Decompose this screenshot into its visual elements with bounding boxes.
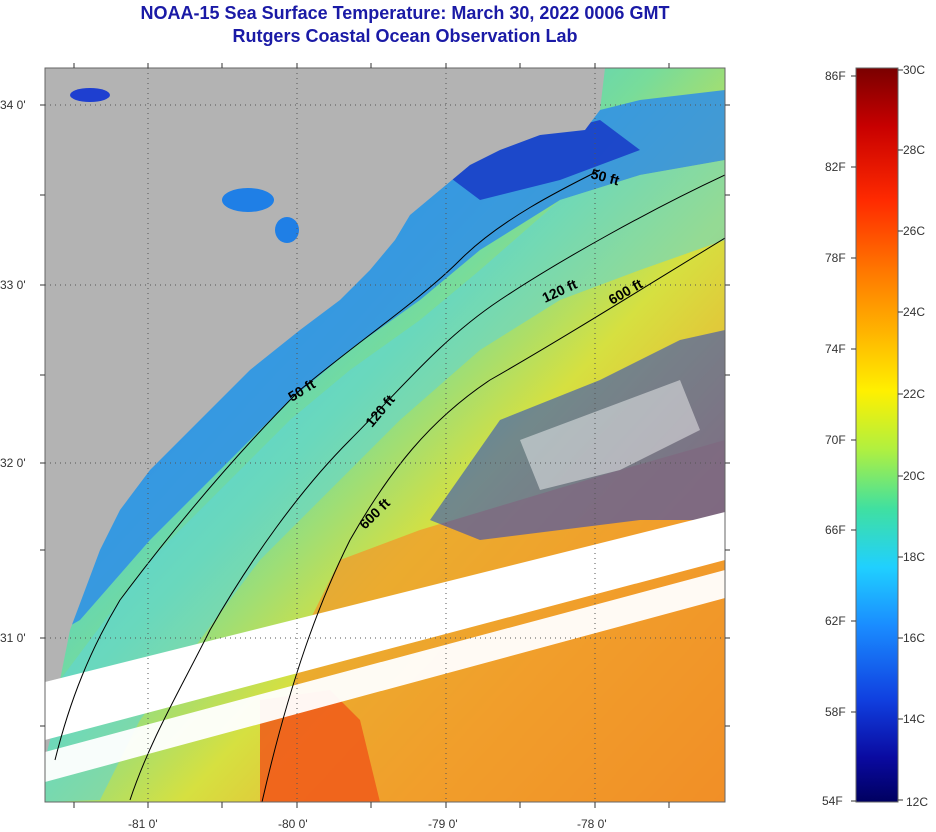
colorbar-fahrenheit-label: 70F <box>825 433 846 447</box>
coldest-bay-water <box>440 120 640 200</box>
latitude-tick-label: 31 0' <box>0 631 26 645</box>
lake <box>222 188 274 212</box>
isobath-50ft <box>54 169 601 761</box>
colorbar-ticks <box>851 69 903 802</box>
swath-gap-band <box>45 512 725 740</box>
cloud-contaminated-region <box>430 330 725 540</box>
colorbar-celsius-label: 14C <box>903 712 925 726</box>
colorbar-fahrenheit-label: 62F <box>825 614 846 628</box>
colorbar-celsius-label: 30C <box>903 63 925 77</box>
map-title: NOAA-15 Sea Surface Temperature: March 3… <box>140 3 670 23</box>
isobath-600ft <box>261 237 725 802</box>
lake <box>275 217 299 243</box>
longitude-tick-label: -78 0' <box>577 817 607 831</box>
colorbar-celsius-label: 26C <box>903 224 925 238</box>
land-mass <box>45 68 605 760</box>
colorbar-fahrenheit-label: 58F <box>825 705 846 719</box>
map-plot-area <box>45 68 725 802</box>
longitude-tick-label: -81 0' <box>128 817 158 831</box>
longitude-tick-label: -79 0' <box>428 817 458 831</box>
map-frame <box>44 67 726 803</box>
isobath-120ft <box>129 174 725 801</box>
longitude-tick-label: -80 0' <box>278 817 308 831</box>
colorbar-celsius-label: 24C <box>903 305 925 319</box>
latitude-tick-label: 33 0' <box>0 278 26 292</box>
colorbar-fahrenheit-label: 66F <box>825 523 846 537</box>
colorbar-celsius-label: 22C <box>903 387 925 401</box>
latitude-tick-label: 32 0' <box>0 456 26 470</box>
latitude-tick-label: 34 0' <box>0 98 26 112</box>
colorbar-celsius-label: 12C <box>906 795 928 809</box>
graticule <box>45 68 725 802</box>
axis-ticks <box>40 63 730 808</box>
lake <box>70 88 110 102</box>
map-subtitle: Rutgers Coastal Ocean Observation Lab <box>232 26 578 46</box>
colorbar-fahrenheit-label: 82F <box>825 160 846 174</box>
colorbar-fahrenheit-label: 74F <box>825 342 846 356</box>
gulf-stream-core <box>260 690 380 802</box>
colorbar-celsius-label: 16C <box>903 631 925 645</box>
colorbar-celsius-label: 20C <box>903 469 925 483</box>
colorbar-fahrenheit-label: 86F <box>825 69 846 83</box>
isobath-label: 50 ft <box>589 165 621 188</box>
temperature-colorbar <box>855 67 899 803</box>
colorbar-fahrenheit-label: 78F <box>825 251 846 265</box>
cold-nearshore-water <box>45 90 725 640</box>
colorbar-celsius-label: 28C <box>903 143 925 157</box>
swath-gap-band <box>45 570 725 782</box>
colorbar-fahrenheit-label: 54F <box>822 794 843 808</box>
colorbar-celsius-label: 18C <box>903 550 925 564</box>
